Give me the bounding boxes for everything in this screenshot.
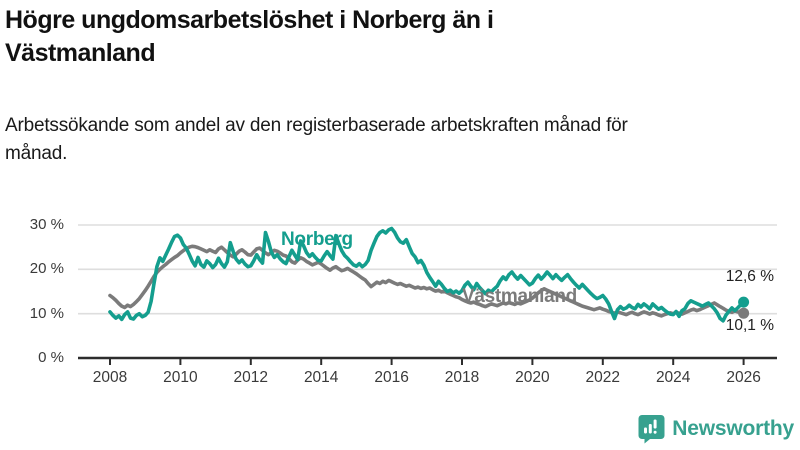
y-axis-label: 0 %: [38, 349, 64, 366]
x-axis-label: 2014: [303, 369, 339, 386]
series-end-dot-norberg: [738, 296, 750, 308]
y-axis-label: 10 %: [29, 304, 64, 322]
end-value-norberg: 12,6 %: [725, 268, 774, 285]
brand-name: Newsworthy: [672, 417, 794, 440]
x-axis-label: 2016: [374, 369, 409, 386]
end-value-vastmanland: 10,1 %: [725, 317, 774, 334]
x-axis-label: 2020: [515, 369, 550, 386]
page-subtitle: Arbetssökande som andel av den registerb…: [5, 115, 628, 164]
x-axis-label: 2026: [726, 369, 761, 386]
series-end-dot-västmanland: [738, 307, 750, 319]
y-axis-label: 30 %: [29, 216, 64, 233]
series-line-norberg: [108, 226, 746, 323]
page-title: Högre ungdomsarbetslöshet i Norberg än i…: [5, 6, 494, 67]
y-axis-label: 20 %: [29, 260, 64, 278]
series-label-norberg: Norberg: [281, 229, 353, 250]
newsworthy-logo-icon: [638, 415, 665, 444]
series-label-vastmanland: Västmanland: [462, 286, 577, 307]
series-line-västmanland: [108, 244, 746, 318]
x-axis-label: 2018: [444, 369, 480, 386]
x-axis-label: 2012: [233, 369, 269, 386]
x-axis-label: 2024: [655, 369, 691, 386]
x-axis-label: 2008: [92, 369, 128, 386]
x-axis-label: 2022: [585, 369, 621, 386]
brand-footer: Newsworthy: [638, 414, 794, 444]
x-axis-label: 2010: [163, 369, 198, 386]
